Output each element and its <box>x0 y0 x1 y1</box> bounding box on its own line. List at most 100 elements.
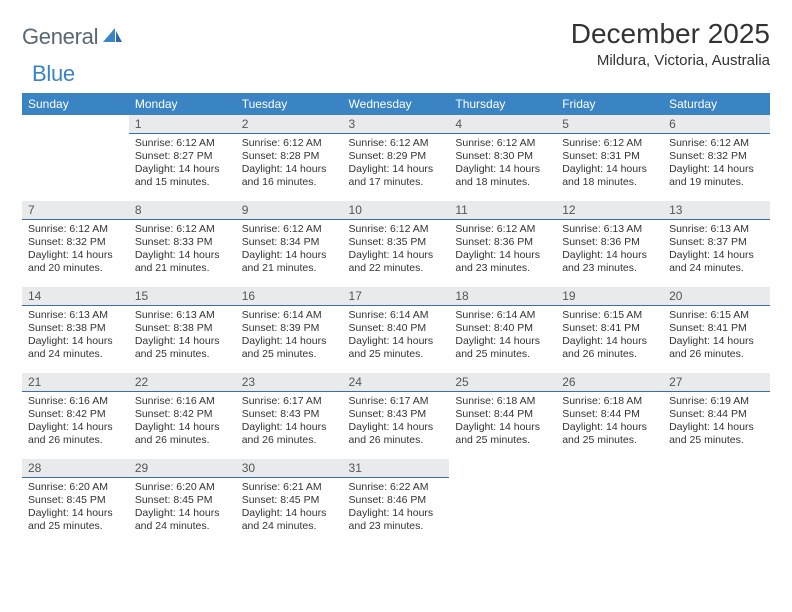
day-number: 14 <box>22 287 129 306</box>
calendar-cell: 31Sunrise: 6:22 AMSunset: 8:46 PMDayligh… <box>343 459 450 545</box>
calendar-head: SundayMondayTuesdayWednesdayThursdayFrid… <box>22 93 770 115</box>
calendar-cell: 2Sunrise: 6:12 AMSunset: 8:28 PMDaylight… <box>236 115 343 201</box>
daylight-line: Daylight: 14 hours and 25 minutes. <box>242 335 337 361</box>
day-number-empty <box>663 459 770 476</box>
sunrise-line: Sunrise: 6:12 AM <box>562 137 657 150</box>
day-header-thursday: Thursday <box>449 93 556 115</box>
day-number: 21 <box>22 373 129 392</box>
day-number: 30 <box>236 459 343 478</box>
calendar-cell: 5Sunrise: 6:12 AMSunset: 8:31 PMDaylight… <box>556 115 663 201</box>
daylight-line: Daylight: 14 hours and 23 minutes. <box>349 507 444 533</box>
day-number: 23 <box>236 373 343 392</box>
sunset-line: Sunset: 8:40 PM <box>349 322 444 335</box>
daylight-line: Daylight: 14 hours and 21 minutes. <box>242 249 337 275</box>
daylight-line: Daylight: 14 hours and 18 minutes. <box>562 163 657 189</box>
calendar-cell <box>449 459 556 545</box>
day-number: 1 <box>129 115 236 134</box>
calendar-cell: 7Sunrise: 6:12 AMSunset: 8:32 PMDaylight… <box>22 201 129 287</box>
calendar-cell: 20Sunrise: 6:15 AMSunset: 8:41 PMDayligh… <box>663 287 770 373</box>
day-number: 18 <box>449 287 556 306</box>
sunrise-line: Sunrise: 6:12 AM <box>669 137 764 150</box>
daylight-line: Daylight: 14 hours and 15 minutes. <box>135 163 230 189</box>
sunrise-line: Sunrise: 6:14 AM <box>242 309 337 322</box>
day-content: Sunrise: 6:14 AMSunset: 8:40 PMDaylight:… <box>343 306 450 364</box>
sunrise-line: Sunrise: 6:14 AM <box>455 309 550 322</box>
daylight-line: Daylight: 14 hours and 26 minutes. <box>28 421 123 447</box>
day-content: Sunrise: 6:17 AMSunset: 8:43 PMDaylight:… <box>343 392 450 450</box>
month-title: December 2025 <box>571 18 770 50</box>
calendar-week-row: 14Sunrise: 6:13 AMSunset: 8:38 PMDayligh… <box>22 287 770 373</box>
day-content: Sunrise: 6:13 AMSunset: 8:38 PMDaylight:… <box>22 306 129 364</box>
sunrise-line: Sunrise: 6:18 AM <box>455 395 550 408</box>
sunset-line: Sunset: 8:30 PM <box>455 150 550 163</box>
calendar-cell: 28Sunrise: 6:20 AMSunset: 8:45 PMDayligh… <box>22 459 129 545</box>
sunset-line: Sunset: 8:44 PM <box>669 408 764 421</box>
calendar-cell: 18Sunrise: 6:14 AMSunset: 8:40 PMDayligh… <box>449 287 556 373</box>
day-header-saturday: Saturday <box>663 93 770 115</box>
daylight-line: Daylight: 14 hours and 26 minutes. <box>669 335 764 361</box>
sunset-line: Sunset: 8:36 PM <box>455 236 550 249</box>
sunset-line: Sunset: 8:40 PM <box>455 322 550 335</box>
sunrise-line: Sunrise: 6:16 AM <box>135 395 230 408</box>
logo-text-blue: Blue <box>32 61 75 87</box>
daylight-line: Daylight: 14 hours and 25 minutes. <box>455 421 550 447</box>
daylight-line: Daylight: 14 hours and 16 minutes. <box>242 163 337 189</box>
calendar-cell: 19Sunrise: 6:15 AMSunset: 8:41 PMDayligh… <box>556 287 663 373</box>
day-number: 25 <box>449 373 556 392</box>
sunset-line: Sunset: 8:39 PM <box>242 322 337 335</box>
day-content: Sunrise: 6:21 AMSunset: 8:45 PMDaylight:… <box>236 478 343 536</box>
daylight-line: Daylight: 14 hours and 18 minutes. <box>455 163 550 189</box>
calendar-cell: 25Sunrise: 6:18 AMSunset: 8:44 PMDayligh… <box>449 373 556 459</box>
day-content: Sunrise: 6:13 AMSunset: 8:38 PMDaylight:… <box>129 306 236 364</box>
day-header-sunday: Sunday <box>22 93 129 115</box>
day-content: Sunrise: 6:12 AMSunset: 8:32 PMDaylight:… <box>663 134 770 192</box>
daylight-line: Daylight: 14 hours and 26 minutes. <box>135 421 230 447</box>
day-content: Sunrise: 6:12 AMSunset: 8:36 PMDaylight:… <box>449 220 556 278</box>
calendar-cell <box>22 115 129 201</box>
sunrise-line: Sunrise: 6:14 AM <box>349 309 444 322</box>
sunrise-line: Sunrise: 6:12 AM <box>455 137 550 150</box>
sunrise-line: Sunrise: 6:13 AM <box>669 223 764 236</box>
calendar-cell: 14Sunrise: 6:13 AMSunset: 8:38 PMDayligh… <box>22 287 129 373</box>
sunrise-line: Sunrise: 6:12 AM <box>349 223 444 236</box>
calendar-cell: 12Sunrise: 6:13 AMSunset: 8:36 PMDayligh… <box>556 201 663 287</box>
day-content: Sunrise: 6:12 AMSunset: 8:29 PMDaylight:… <box>343 134 450 192</box>
sunrise-line: Sunrise: 6:20 AM <box>28 481 123 494</box>
daylight-line: Daylight: 14 hours and 26 minutes. <box>562 335 657 361</box>
calendar-cell: 27Sunrise: 6:19 AMSunset: 8:44 PMDayligh… <box>663 373 770 459</box>
day-content: Sunrise: 6:17 AMSunset: 8:43 PMDaylight:… <box>236 392 343 450</box>
day-content: Sunrise: 6:15 AMSunset: 8:41 PMDaylight:… <box>556 306 663 364</box>
calendar-body: 1Sunrise: 6:12 AMSunset: 8:27 PMDaylight… <box>22 115 770 545</box>
sunrise-line: Sunrise: 6:16 AM <box>28 395 123 408</box>
daylight-line: Daylight: 14 hours and 24 minutes. <box>28 335 123 361</box>
day-content: Sunrise: 6:12 AMSunset: 8:27 PMDaylight:… <box>129 134 236 192</box>
calendar-cell: 6Sunrise: 6:12 AMSunset: 8:32 PMDaylight… <box>663 115 770 201</box>
calendar-cell: 23Sunrise: 6:17 AMSunset: 8:43 PMDayligh… <box>236 373 343 459</box>
day-number: 12 <box>556 201 663 220</box>
day-number: 4 <box>449 115 556 134</box>
day-header-tuesday: Tuesday <box>236 93 343 115</box>
sunrise-line: Sunrise: 6:12 AM <box>28 223 123 236</box>
day-content: Sunrise: 6:12 AMSunset: 8:35 PMDaylight:… <box>343 220 450 278</box>
day-content: Sunrise: 6:18 AMSunset: 8:44 PMDaylight:… <box>449 392 556 450</box>
sunset-line: Sunset: 8:44 PM <box>562 408 657 421</box>
day-content: Sunrise: 6:20 AMSunset: 8:45 PMDaylight:… <box>129 478 236 536</box>
sunrise-line: Sunrise: 6:15 AM <box>562 309 657 322</box>
day-number: 2 <box>236 115 343 134</box>
calendar-cell: 16Sunrise: 6:14 AMSunset: 8:39 PMDayligh… <box>236 287 343 373</box>
day-content: Sunrise: 6:14 AMSunset: 8:40 PMDaylight:… <box>449 306 556 364</box>
calendar-week-row: 28Sunrise: 6:20 AMSunset: 8:45 PMDayligh… <box>22 459 770 545</box>
calendar-week-row: 1Sunrise: 6:12 AMSunset: 8:27 PMDaylight… <box>22 115 770 201</box>
sunset-line: Sunset: 8:42 PM <box>135 408 230 421</box>
day-header-monday: Monday <box>129 93 236 115</box>
sunset-line: Sunset: 8:45 PM <box>28 494 123 507</box>
day-number: 26 <box>556 373 663 392</box>
sunset-line: Sunset: 8:46 PM <box>349 494 444 507</box>
calendar-cell: 8Sunrise: 6:12 AMSunset: 8:33 PMDaylight… <box>129 201 236 287</box>
day-number-empty <box>556 459 663 476</box>
sunrise-line: Sunrise: 6:13 AM <box>562 223 657 236</box>
day-content: Sunrise: 6:12 AMSunset: 8:28 PMDaylight:… <box>236 134 343 192</box>
calendar-cell: 30Sunrise: 6:21 AMSunset: 8:45 PMDayligh… <box>236 459 343 545</box>
sunset-line: Sunset: 8:41 PM <box>562 322 657 335</box>
daylight-line: Daylight: 14 hours and 26 minutes. <box>349 421 444 447</box>
